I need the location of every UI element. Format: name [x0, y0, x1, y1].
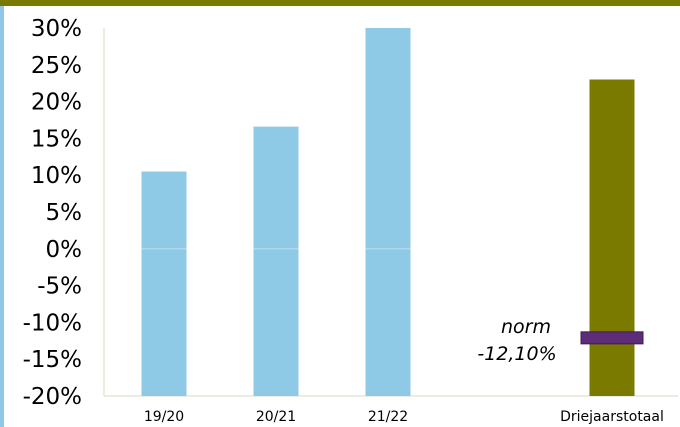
y-tick-label: -5% [37, 274, 82, 300]
norm-value-label: -12,10% [477, 343, 556, 365]
bar [589, 79, 635, 397]
top-accent-band [0, 0, 680, 6]
y-tick-label: -15% [23, 347, 82, 373]
y-tick-label: 0% [46, 237, 83, 263]
x-tick-labels: 19/20 20/21 21/22 Driejaarstotaal [144, 409, 664, 425]
y-tick-labels: 30% 25% 20% 15% 10% 5% 0% -5% -10% -15% -20% [23, 16, 82, 410]
y-tick-label: -20% [23, 384, 82, 410]
bar [253, 126, 299, 397]
y-tick-label: 10% [31, 163, 82, 189]
left-accent-band [0, 6, 4, 427]
norm-label: norm [501, 316, 551, 338]
bar [141, 171, 187, 396]
y-tick-label: -10% [23, 310, 82, 336]
y-tick-label: 5% [46, 200, 83, 226]
norm-marker [580, 331, 644, 345]
norm-marker-group: norm -12,10% [477, 316, 644, 365]
bars [141, 28, 635, 397]
bar [365, 28, 411, 396]
x-tick-label: 21/22 [368, 409, 408, 425]
x-tick-label: 20/21 [256, 409, 296, 425]
x-tick-label: 19/20 [144, 409, 184, 425]
x-tick-label: Driejaarstotaal [560, 409, 664, 425]
y-tick-label: 20% [31, 90, 82, 116]
y-tick-label: 25% [31, 53, 82, 79]
y-tick-label: 30% [31, 16, 82, 42]
y-tick-label: 15% [31, 126, 82, 152]
